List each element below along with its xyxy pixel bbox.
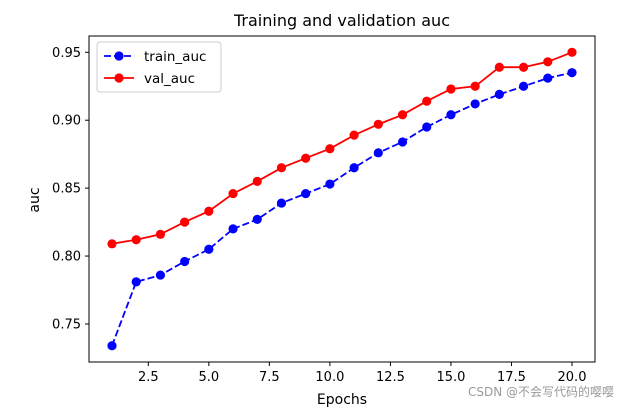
legend: train_auc val_auc <box>96 41 222 93</box>
data-point-train_auc <box>155 270 166 280</box>
data-point-train_auc <box>228 224 238 234</box>
data-point-val_auc <box>373 119 383 129</box>
data-point-val_auc <box>494 62 504 72</box>
data-point-train_auc <box>373 148 383 158</box>
data-point-val_auc <box>543 57 553 67</box>
x-tick-label: 17.5 <box>497 370 526 385</box>
data-point-train_auc <box>276 198 287 208</box>
data-point-train_auc <box>349 163 359 173</box>
data-point-train_auc <box>446 110 456 120</box>
data-point-val_auc <box>180 217 190 227</box>
data-point-train_auc <box>567 68 577 78</box>
data-point-train_auc <box>494 89 504 100</box>
y-tick-label: 0.90 <box>52 114 81 129</box>
plot-frame <box>88 35 596 363</box>
y-tick-label: 0.85 <box>52 182 81 197</box>
data-point-val_auc <box>518 62 529 72</box>
data-point-train_auc <box>252 214 262 224</box>
y-tick-label: 0.75 <box>52 317 81 332</box>
data-point-train_auc <box>397 137 408 147</box>
x-tick-label: 12.5 <box>376 370 405 385</box>
legend-marker-val_auc <box>114 73 124 83</box>
y-tick-label: 0.95 <box>52 46 81 61</box>
axes: 2.5 5.0 7.5 10.0 12.5 15.0 17.5 20.0 0.75 0.80 0.8… <box>52 35 596 385</box>
data-point-val_auc <box>228 188 238 199</box>
data-point-val_auc <box>567 47 577 57</box>
data-point-train_auc <box>518 81 529 91</box>
data-point-val_auc <box>107 239 117 249</box>
legend-label: val_auc <box>144 71 195 87</box>
data-point-train_auc <box>131 277 141 287</box>
data-point-train_auc <box>470 99 480 109</box>
data-point-train_auc <box>543 73 553 83</box>
plot-area <box>107 47 577 351</box>
x-tick-label: 15.0 <box>436 370 465 385</box>
x-tick-label: 10.0 <box>315 370 344 385</box>
y-tick-label: 0.80 <box>52 250 81 265</box>
data-point-train_auc <box>301 188 311 199</box>
data-point-val_auc <box>422 96 432 106</box>
data-point-val_auc <box>252 176 262 186</box>
legend-label: train_auc <box>144 49 206 65</box>
x-tick-label: 5.0 <box>198 370 219 385</box>
data-point-val_auc <box>397 110 408 120</box>
x-tick-label: 20.0 <box>558 370 587 385</box>
x-tick-label: 2.5 <box>138 370 159 385</box>
data-point-val_auc <box>325 144 335 154</box>
data-point-val_auc <box>349 130 359 140</box>
data-point-val_auc <box>131 235 141 245</box>
watermark: CSDN @不会写代码的嘤嘤 <box>467 385 614 399</box>
legend-box <box>96 41 222 93</box>
data-point-val_auc <box>276 163 287 173</box>
data-point-train_auc <box>422 122 432 132</box>
data-point-val_auc <box>204 206 214 216</box>
data-point-train_auc <box>107 341 117 351</box>
data-point-val_auc <box>446 84 456 94</box>
legend-marker-train_auc <box>114 51 124 61</box>
series-line-train_auc <box>111 71 573 347</box>
data-point-val_auc <box>155 229 166 239</box>
x-axis-label: Epochs <box>317 392 367 408</box>
data-point-train_auc <box>325 179 335 189</box>
data-point-train_auc <box>180 256 190 267</box>
chart-title: Training and validation auc <box>233 11 450 30</box>
x-tick-label: 7.5 <box>259 370 280 385</box>
data-point-val_auc <box>301 153 311 163</box>
data-point-train_auc <box>204 244 214 254</box>
y-axis-label: auc <box>27 187 43 212</box>
data-point-val_auc <box>470 81 480 91</box>
